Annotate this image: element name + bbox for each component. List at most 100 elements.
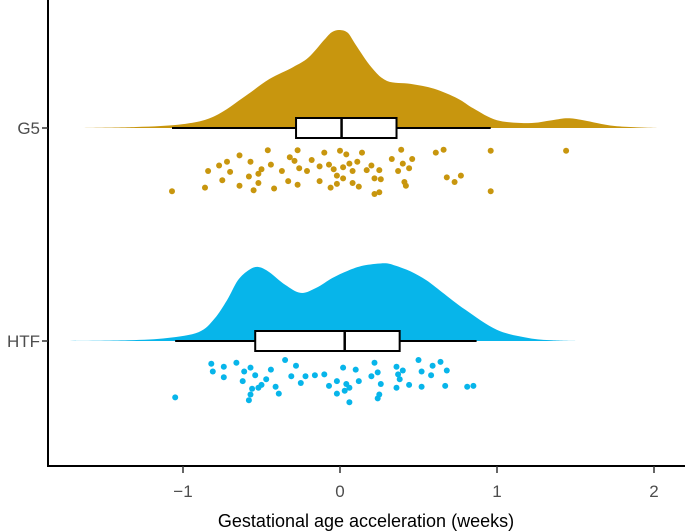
htf-point	[247, 364, 254, 371]
g5-point	[255, 170, 262, 177]
htf-point	[464, 383, 471, 390]
htf-point	[399, 367, 406, 374]
htf-point	[396, 376, 403, 383]
g5-point	[359, 149, 365, 156]
g5-point	[278, 168, 285, 174]
htf-point	[321, 371, 328, 378]
htf-point	[333, 378, 340, 385]
htf-point	[252, 372, 259, 379]
htf-point	[393, 363, 400, 370]
g5-point	[395, 168, 402, 174]
x-tick-label: −1	[173, 482, 192, 501]
g5-point	[451, 179, 458, 185]
axes-layer	[47, 0, 685, 467]
g5-point	[327, 184, 334, 191]
htf-point	[293, 362, 299, 369]
g5-point	[376, 167, 383, 174]
htf-point	[442, 382, 449, 389]
g5-point	[340, 175, 347, 182]
g5-point	[264, 147, 271, 154]
htf-point	[282, 357, 289, 363]
htf-point	[368, 373, 375, 380]
g5-point	[487, 147, 494, 154]
g5-point	[294, 181, 301, 188]
x-tick-label: 0	[335, 482, 344, 501]
htf-point	[245, 397, 252, 404]
htf-point	[393, 384, 400, 391]
htf-density	[69, 263, 576, 341]
g5-point	[236, 182, 243, 189]
htf-point	[377, 381, 384, 387]
series-htf	[69, 263, 576, 406]
series-g5	[82, 29, 658, 197]
htf-point	[374, 395, 381, 402]
htf-point	[418, 383, 425, 390]
g5-density	[82, 29, 658, 129]
htf-point	[272, 383, 279, 390]
x-tick-label: 1	[492, 482, 501, 501]
g5-point	[409, 156, 416, 162]
g5-point	[368, 162, 375, 169]
g5-point	[333, 180, 340, 187]
htf-point	[288, 373, 295, 380]
g5-point	[354, 158, 361, 165]
x-tick-label: 2	[649, 482, 658, 501]
series-layer	[69, 29, 658, 406]
g5-point	[304, 168, 310, 174]
htf-point	[233, 359, 240, 366]
g5-point	[340, 164, 347, 171]
htf-point	[355, 378, 362, 385]
htf-point	[340, 364, 347, 371]
g5-point	[457, 172, 464, 179]
g5-point	[169, 188, 175, 195]
htf-point	[247, 391, 254, 398]
htf-point	[255, 384, 262, 391]
g5-point	[255, 180, 262, 186]
g5-point	[258, 166, 265, 173]
htf-point	[374, 369, 381, 376]
g5-point	[202, 184, 208, 191]
g5-point	[398, 146, 405, 153]
g5-point	[487, 188, 494, 195]
g5-point	[333, 172, 340, 179]
y-tick-label-htf: HTF	[7, 332, 40, 351]
g5-box	[295, 117, 398, 139]
g5-point	[245, 173, 252, 180]
g5-point	[308, 157, 315, 163]
htf-point	[241, 368, 248, 375]
htf-point	[341, 387, 348, 394]
htf-point	[326, 382, 332, 389]
g5-point	[443, 174, 450, 181]
g5-point	[267, 161, 274, 168]
htf-point	[418, 368, 425, 375]
htf-point	[267, 366, 274, 373]
htf-point	[220, 374, 227, 381]
x-axis-title: Gestational age acceleration (weeks)	[218, 511, 514, 531]
g5-point	[224, 158, 230, 165]
g5-point	[343, 151, 350, 158]
g5-point	[316, 163, 323, 170]
g5-point	[432, 149, 439, 156]
htf-point	[311, 372, 318, 379]
g5-point	[376, 189, 383, 196]
g5-point	[388, 156, 395, 162]
htf-point	[302, 373, 309, 380]
g5-point	[363, 167, 370, 174]
htf-point	[263, 376, 270, 383]
htf-point	[406, 381, 413, 388]
g5-point	[227, 168, 234, 175]
htf-point	[428, 372, 435, 379]
htf-box	[254, 330, 401, 352]
htf-point	[209, 368, 216, 375]
g5-point	[291, 157, 298, 164]
g5-point	[296, 165, 303, 172]
htf-point	[437, 358, 444, 365]
g5-point	[337, 147, 343, 154]
g5-point	[236, 152, 243, 159]
g5-point	[271, 185, 278, 192]
g5-point	[406, 165, 413, 172]
g5-point	[321, 149, 328, 156]
g5-point	[286, 154, 293, 161]
g5-point	[330, 166, 337, 173]
